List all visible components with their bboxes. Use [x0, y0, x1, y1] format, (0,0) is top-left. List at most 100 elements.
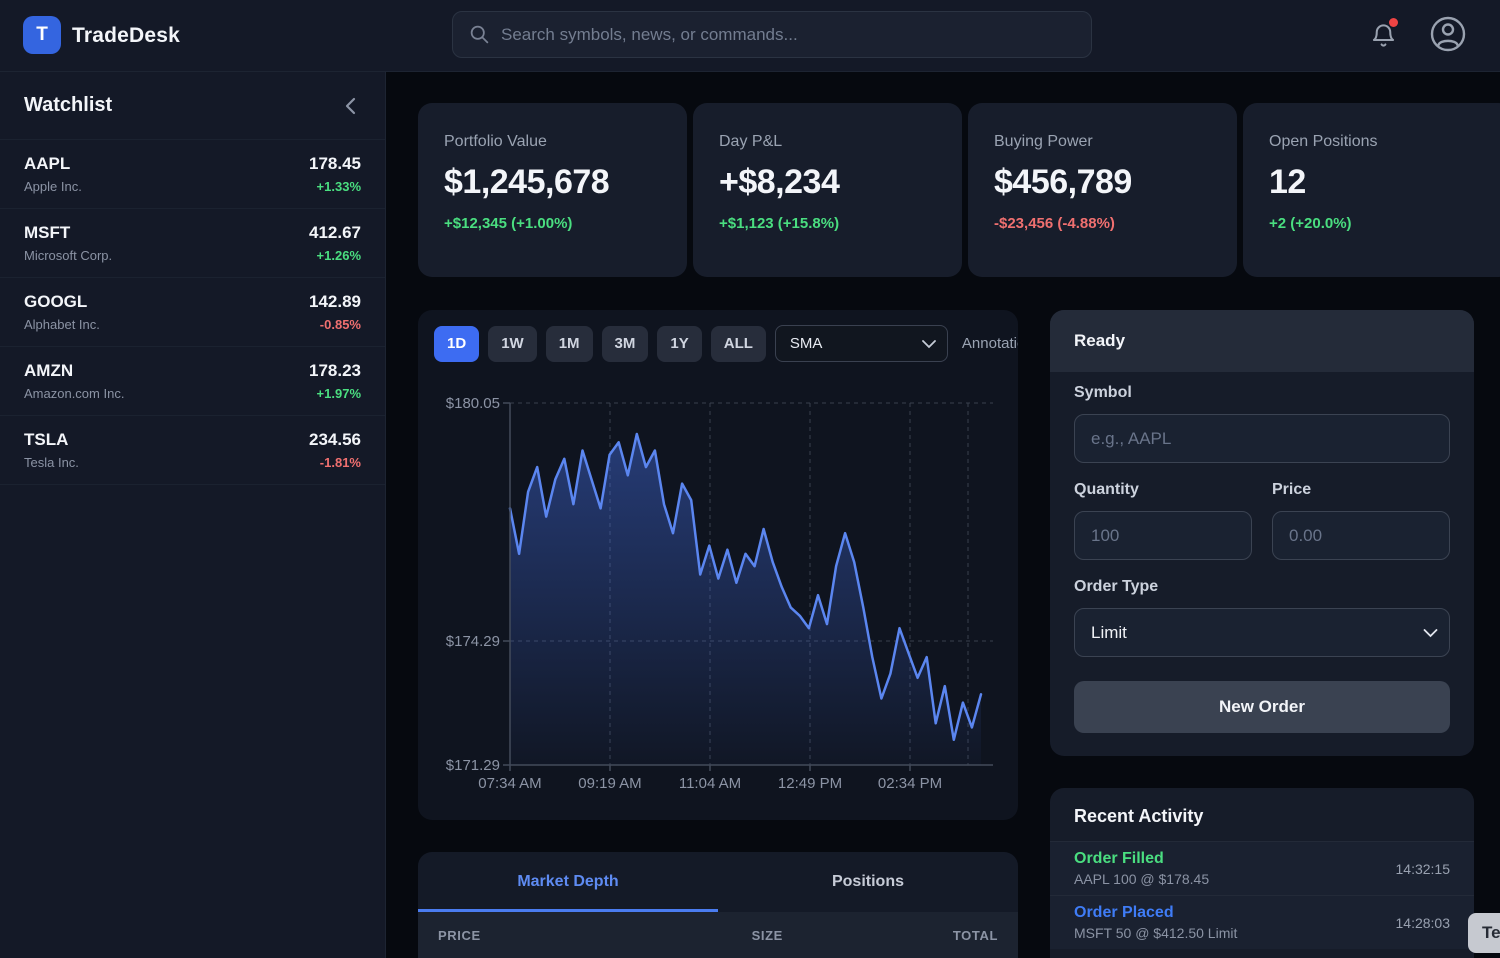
- x-axis-label: 09:19 AM: [578, 775, 641, 792]
- new-order-button[interactable]: New Order: [1074, 681, 1450, 733]
- change: -0.85%: [319, 317, 361, 332]
- activity-detail: AAPL 100 @ $178.45: [1074, 871, 1210, 887]
- column-size: SIZE: [751, 928, 783, 943]
- stat-card-buying-power: Buying Power $456,789 -$23,456 (-4.88%): [968, 103, 1237, 277]
- company-name: Apple Inc.: [24, 179, 82, 194]
- search-bar: [452, 11, 1092, 58]
- price: 178.45: [309, 154, 361, 173]
- watchlist-item-amzn[interactable]: AMZN Amazon.com Inc. 178.23 +1.97%: [0, 347, 385, 416]
- avatar-icon: [1430, 16, 1466, 52]
- price: 234.56: [309, 430, 361, 449]
- symbol: GOOGL: [24, 292, 88, 311]
- range-button-1w[interactable]: 1W: [488, 325, 537, 362]
- range-button-1y[interactable]: 1Y: [657, 325, 702, 362]
- stat-card-open-positions: Open Positions 12 +2 (+20.0%): [1243, 103, 1500, 277]
- app-header: T TradeDesk: [0, 0, 1500, 72]
- price-label: Price: [1272, 481, 1312, 498]
- tab-positions[interactable]: Positions: [831, 873, 904, 890]
- recent-activity-panel: Recent Activity Order Filled AAPL 100 @ …: [1050, 788, 1474, 958]
- range-button-1d[interactable]: 1D: [434, 325, 480, 362]
- depth-panel: Market Depth Positions PRICE SIZE TOTAL: [418, 852, 1018, 958]
- watchlist-item-googl[interactable]: GOOGL Alphabet Inc. 142.89 -0.85%: [0, 278, 385, 347]
- activity-time: 14:28:03: [1395, 914, 1451, 931]
- quantity-label: Quantity: [1074, 481, 1139, 498]
- price-chart[interactable]: $180.05 $174.29 $171.29 07:34 AM 09:19 A…: [418, 373, 1018, 820]
- collapse-watchlist-button[interactable]: [340, 92, 361, 120]
- x-axis-label: 12:49 PM: [778, 775, 842, 792]
- watchlist-title: Watchlist: [24, 94, 113, 116]
- chart-axes: [503, 402, 993, 771]
- watchlist-item-aapl[interactable]: AAPL Apple Inc. 178.45 +1.33%: [0, 140, 385, 209]
- activity-time: 14:32:15: [1395, 860, 1451, 877]
- symbol-input[interactable]: [1074, 414, 1450, 463]
- search-input[interactable]: [501, 24, 1075, 45]
- depth-table-header: PRICE SIZE TOTAL: [418, 912, 1018, 958]
- y-axis-label: $180.05: [446, 395, 500, 412]
- chart-toolbar: 1D 1W 1M 3M 1Y ALL SMA Annotations: [418, 310, 1018, 368]
- symbol: AAPL: [24, 154, 71, 173]
- watchlist-header: Watchlist: [0, 72, 385, 140]
- indicator-select[interactable]: SMA: [774, 325, 948, 362]
- watchlist-item-tsla[interactable]: TSLA Tesla Inc. 234.56 -1.81%: [0, 416, 385, 485]
- annotations-toggle[interactable]: Annotations: [961, 335, 1018, 352]
- order-type-select[interactable]: Limit: [1074, 608, 1450, 657]
- symbol: MSFT: [24, 223, 71, 242]
- price: 412.67: [309, 223, 361, 242]
- symbol: TSLA: [24, 430, 69, 449]
- company-name: Amazon.com Inc.: [24, 386, 125, 401]
- stat-label: Portfolio Value: [444, 133, 547, 150]
- range-button-3m[interactable]: 3M: [601, 325, 649, 362]
- chevron-left-icon: [345, 97, 356, 114]
- y-axis-label: $174.29: [446, 633, 500, 650]
- column-price: PRICE: [438, 928, 481, 943]
- symbol: AMZN: [24, 361, 74, 380]
- range-button-1m[interactable]: 1M: [545, 325, 593, 362]
- watchlist-panel: Watchlist AAPL Apple Inc. 178.45 +1.33% …: [0, 72, 386, 958]
- company-name: Alphabet Inc.: [24, 317, 100, 332]
- stat-change: +2 (+20.0%): [1269, 215, 1352, 232]
- recent-activity-title: Recent Activity: [1074, 806, 1204, 826]
- tab-market-depth[interactable]: Market Depth: [418, 852, 718, 912]
- column-total: TOTAL: [952, 928, 998, 943]
- stat-change: +$1,123 (+15.8%): [719, 215, 840, 232]
- stat-value: $1,245,678: [444, 163, 610, 201]
- change: +1.26%: [316, 248, 361, 263]
- x-axis-label: 11:04 AM: [679, 775, 741, 792]
- chart-panel: 1D 1W 1M 3M 1Y ALL SMA Annotations: [418, 310, 1018, 820]
- stat-card-portfolio-value: Portfolio Value $1,245,678 +$12,345 (+1.…: [418, 103, 687, 277]
- stat-label: Buying Power: [994, 133, 1093, 150]
- price-input[interactable]: [1272, 511, 1450, 560]
- activity-item: Order Filled AAPL 100 @ $178.45 14:32:15: [1050, 841, 1474, 895]
- brand-logo-letter: T: [36, 24, 48, 45]
- user-menu-button[interactable]: [1429, 15, 1467, 53]
- brand-logo[interactable]: T: [23, 16, 61, 54]
- stat-label: Open Positions: [1269, 133, 1378, 150]
- stat-change: -$23,456 (-4.88%): [994, 215, 1115, 232]
- range-button-all[interactable]: ALL: [710, 325, 766, 362]
- order-type-label: Order Type: [1074, 578, 1159, 595]
- quantity-input[interactable]: [1074, 511, 1252, 560]
- change: +1.33%: [316, 179, 361, 194]
- price: 178.23: [309, 361, 361, 380]
- watchlist-item-msft[interactable]: MSFT Microsoft Corp. 412.67 +1.26%: [0, 209, 385, 278]
- company-name: Tesla Inc.: [24, 455, 79, 470]
- main-content: Portfolio Value $1,245,678 +$12,345 (+1.…: [386, 72, 1500, 958]
- symbol-label: Symbol: [1074, 384, 1132, 401]
- stat-change: +$12,345 (+1.00%): [444, 215, 573, 232]
- chart-line: [508, 432, 983, 742]
- order-ticket-panel: Ready Symbol Quantity Price: [1050, 310, 1474, 756]
- change: +1.97%: [316, 386, 361, 401]
- change: -1.81%: [319, 455, 361, 470]
- notifications-button[interactable]: [1364, 16, 1402, 54]
- search-icon: [469, 24, 490, 45]
- toast: Te: [1468, 913, 1500, 953]
- brand-title: TradeDesk: [72, 23, 181, 47]
- stat-label: Day P&L: [719, 133, 783, 150]
- activity-detail: MSFT 50 @ $412.50 Limit: [1074, 925, 1238, 941]
- stat-card-day-pnl: Day P&L +$8,234 +$1,123 (+15.8%): [693, 103, 962, 277]
- stat-value: +$8,234: [719, 163, 840, 201]
- price: 142.89: [309, 292, 361, 311]
- x-axis-label: 02:34 PM: [878, 775, 942, 792]
- stat-value: 12: [1269, 163, 1306, 201]
- bell-icon: [1372, 23, 1394, 47]
